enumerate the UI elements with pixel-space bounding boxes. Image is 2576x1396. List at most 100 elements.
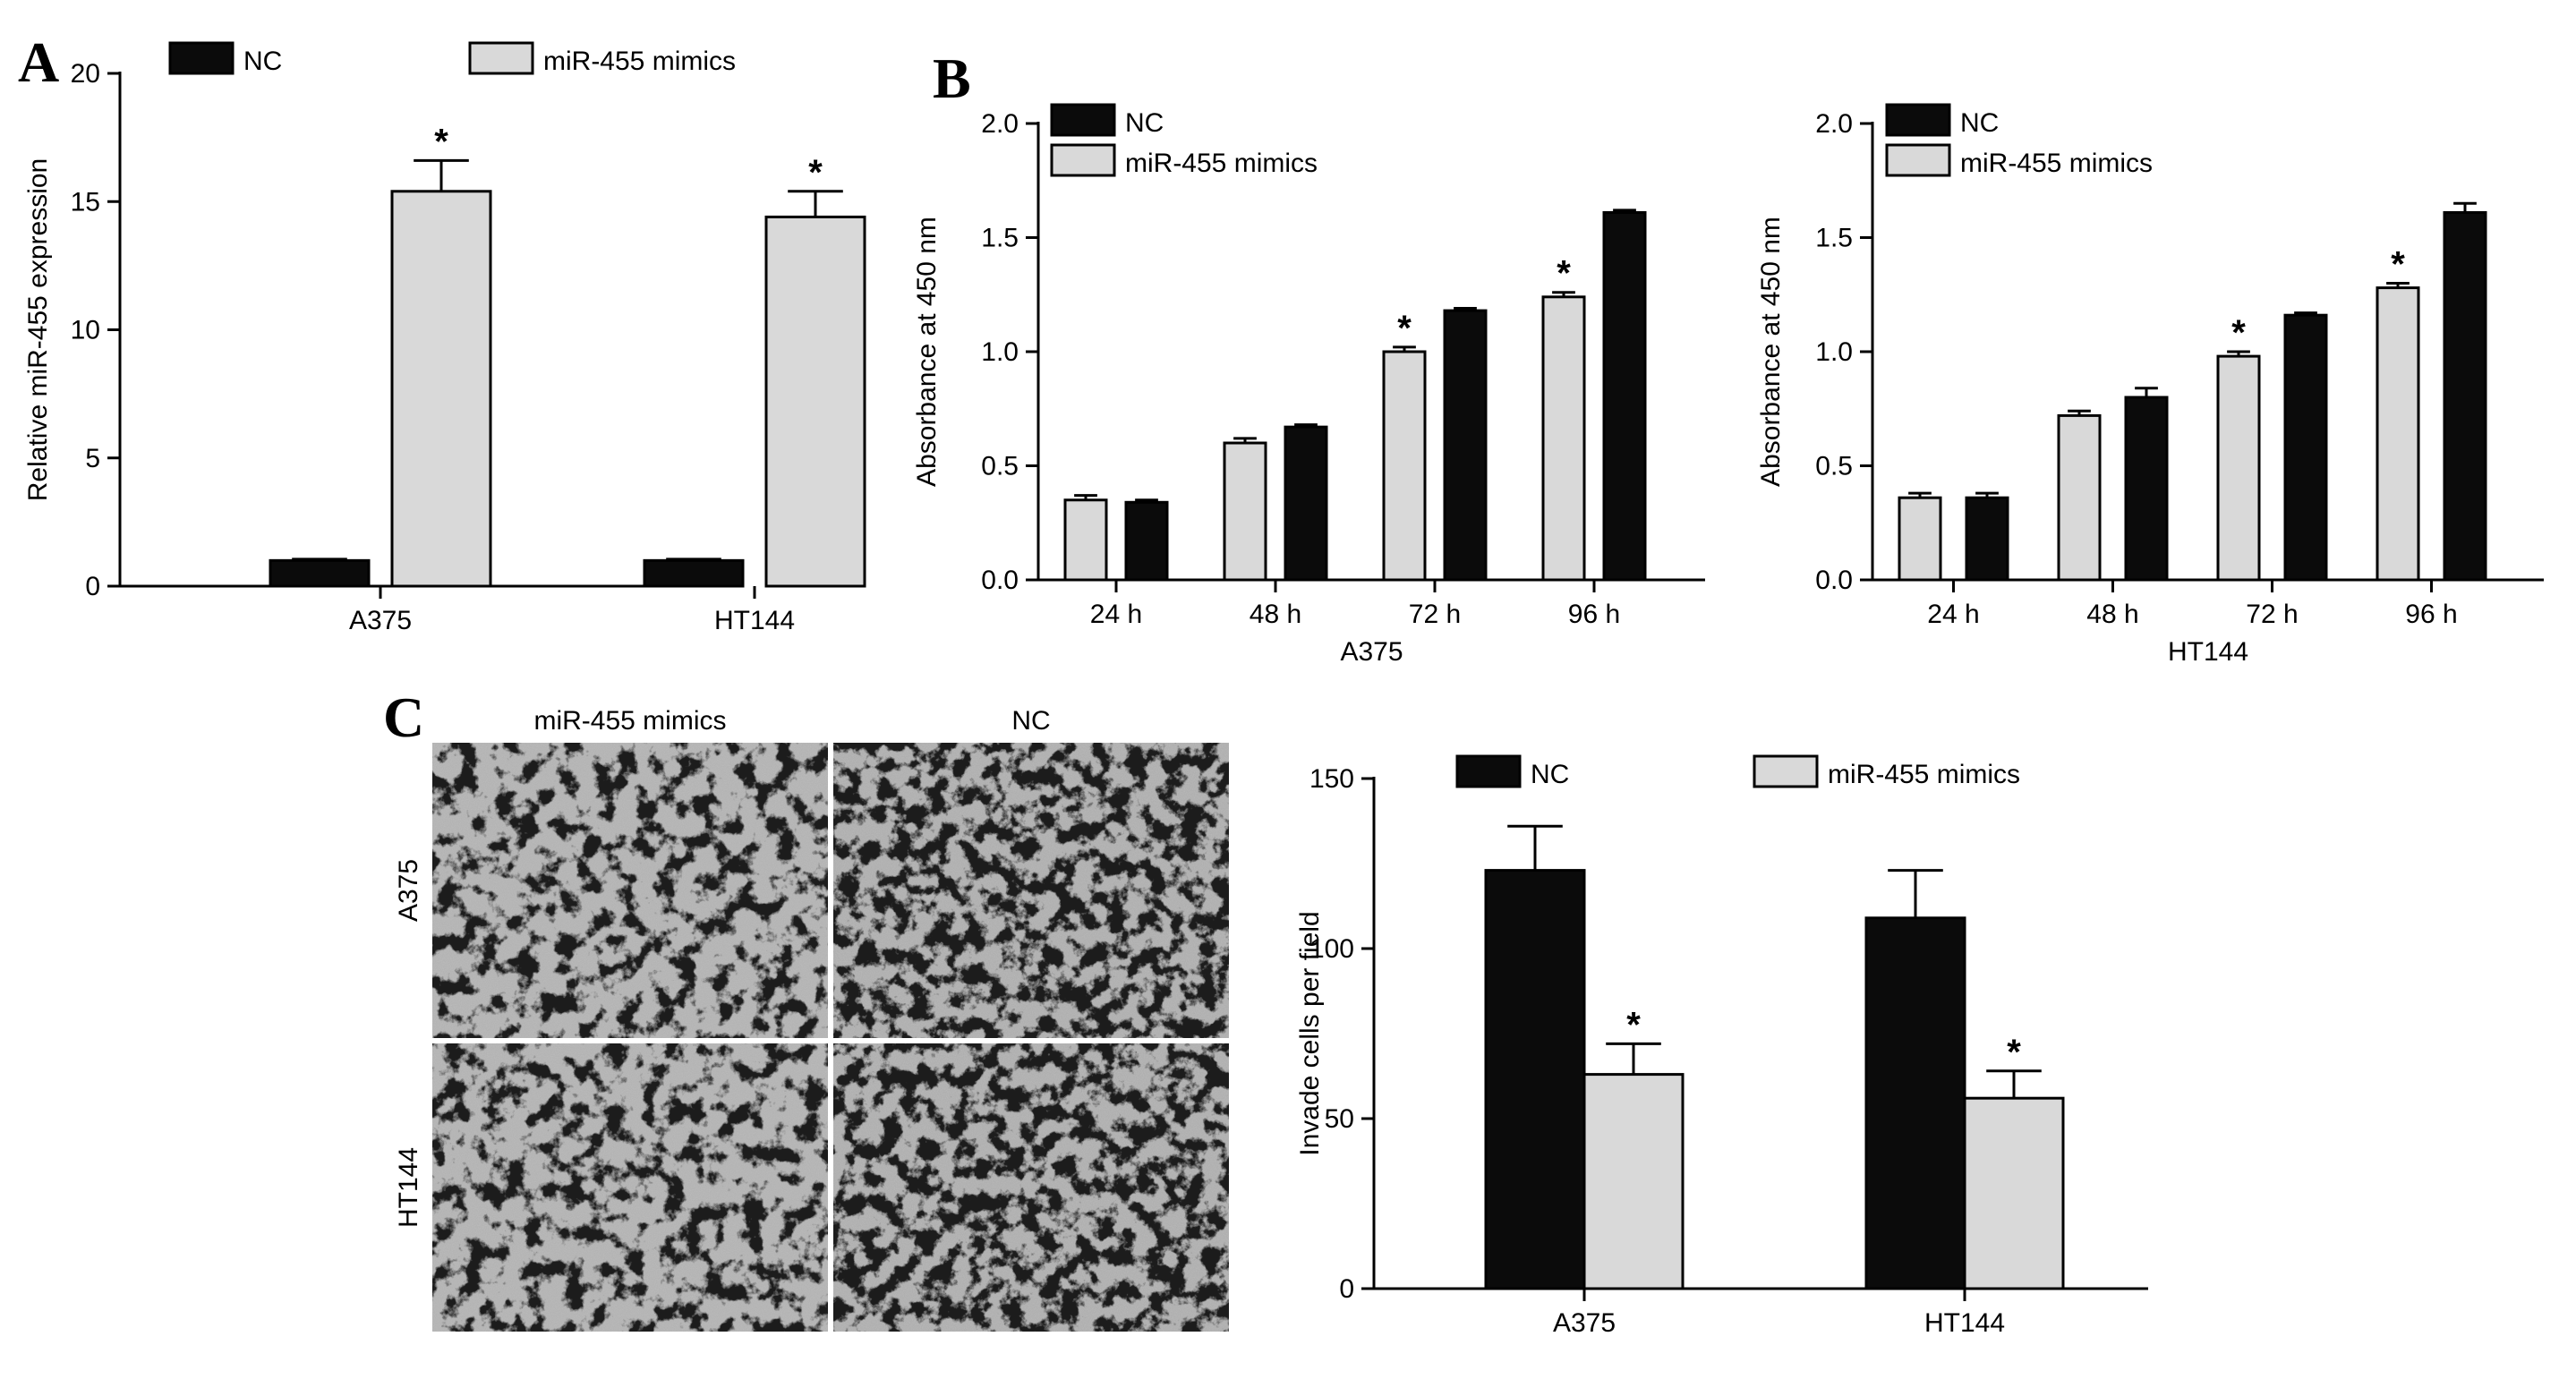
panel-label-c: C [383,685,425,749]
b-right-bar-mir-455-mimics-48-h [2057,413,2102,582]
b-left-legend-swatch-nc [1050,103,1116,137]
c-chart-x-tick-label-ht144: HT144 [1924,1308,2005,1338]
b-left-x-tick-label-72-h: 72 h [1409,600,1461,629]
b-right-legend-label-nc: NC [1960,108,1999,138]
c-chart-bar-nc-a375 [1484,869,1586,1290]
b-right-x-tick-label-24-h: 24 h [1927,600,1979,629]
a-y-tick-label: 15 [71,187,100,217]
c-chart-legend-label-nc: NC [1531,760,1569,789]
b-right-bar-nc-48-h [2124,396,2169,582]
b-left-legend-label-nc: NC [1125,108,1164,138]
a-x-tick-label-a375: A375 [349,606,412,635]
a-y-tick-label: 10 [71,316,100,345]
b-right-bar-mir-455-mimics-96-h [2376,286,2420,582]
a-bar-mir-455-mimics-a375 [390,190,492,588]
b-right-bar-mir-455-mimics-24-h [1898,496,1942,582]
a-legend-label-nc: NC [243,47,282,76]
micrograph-col-label-nc: NC [1011,706,1050,736]
micrograph-ht144-nc [833,1043,1229,1332]
b-left-y-tick-label: 1.0 [981,337,1019,367]
micrograph-row-label-a375: A375 [394,859,423,922]
b-right-x-tick-label-48-h: 48 h [2086,600,2138,629]
micrograph-a375-mimics [432,743,828,1038]
a-significance-star: * [808,153,823,192]
c-chart-bar-mir-455-mimics-ht144 [1963,1096,2065,1290]
micrograph-row-label-ht144: HT144 [394,1147,423,1228]
c-chart-y-axis-label: Invade cells per field [1295,911,1325,1156]
b-right-x-axis-label: HT144 [2168,637,2248,667]
b-right-significance-star: * [2231,313,2246,353]
micrograph-col-label-mimics: miR-455 mimics [533,706,726,736]
c-chart-y-tick-label: 0 [1339,1274,1354,1304]
c-chart-legend-swatch-nc [1455,754,1522,788]
c-chart-bar-nc-ht144 [1864,916,1966,1290]
c-chart-x-tick-label-a375: A375 [1553,1308,1616,1338]
micrograph-a375-nc [833,743,1229,1038]
b-left-x-tick-label-48-h: 48 h [1250,600,1301,629]
c-chart-y-tick-label: 100 [1309,934,1354,964]
c-chart-significance-star: * [1626,1005,1641,1044]
b-right-y-tick-label: 0.5 [1815,452,1853,481]
c-chart-y-tick-label: 150 [1309,764,1354,794]
a-legend-swatch-mir-455-mimics [468,41,534,75]
c-chart-legend-label-mir-455-mimics: miR-455 mimics [1828,760,2020,789]
b-left-y-tick-label: 0.0 [981,566,1019,595]
b-left-bar-nc-24-h [1124,500,1169,582]
b-right-significance-star: * [2391,245,2405,285]
a-bar-nc-ht144 [643,558,745,588]
b-left-bar-mir-455-mimics-72-h [1382,350,1427,582]
b-left-significance-star: * [1397,309,1412,348]
a-legend-label-mir-455-mimics: miR-455 mimics [543,47,736,76]
b-left-legend-label-mir-455-mimics: miR-455 mimics [1125,149,1318,178]
c-chart-significance-star: * [2007,1033,2021,1072]
b-left-y-tick-label: 0.5 [981,452,1019,481]
b-right-legend-swatch-mir-455-mimics [1885,143,1951,177]
c-chart-legend-swatch-mir-455-mimics [1753,754,1819,788]
b-left-x-tick-label-24-h: 24 h [1090,600,1142,629]
b-left-y-axis-label: Absorbance at 450 nm [912,217,942,487]
panel-label-b: B [933,47,971,110]
b-right-y-tick-label: 1.5 [1815,224,1853,253]
b-left-x-tick-label-96-h: 96 h [1568,600,1620,629]
a-legend-swatch-nc [168,41,235,75]
b-left-legend-swatch-mir-455-mimics [1050,143,1116,177]
b-left-significance-star: * [1557,254,1571,294]
b-left-bar-nc-96-h [1602,210,1647,582]
b-right-y-tick-label: 0.0 [1815,566,1853,595]
b-left-y-tick-label: 2.0 [981,109,1019,139]
b-left-bar-nc-48-h [1284,425,1328,582]
b-right-legend-swatch-nc [1885,103,1951,137]
micrograph-ht144-mimics [432,1043,828,1332]
a-y-axis-label: Relative miR-455 expression [23,158,53,502]
b-right-bar-nc-24-h [1965,496,2009,582]
b-right-bar-mir-455-mimics-72-h [2216,354,2261,582]
b-right-legend-label-mir-455-mimics: miR-455 mimics [1960,149,2153,178]
a-bar-mir-455-mimics-ht144 [764,215,866,588]
b-left-bar-nc-72-h [1443,309,1488,582]
a-significance-star: * [434,122,448,161]
a-y-tick-label: 0 [85,572,100,601]
b-right-bar-nc-72-h [2283,313,2328,582]
panel-label-a: A [18,30,60,94]
b-left-bar-mir-455-mimics-96-h [1541,295,1586,582]
b-left-bar-mir-455-mimics-48-h [1223,441,1267,582]
c-chart-y-tick-label: 50 [1325,1104,1354,1134]
b-left-x-axis-label: A375 [1340,637,1403,667]
b-right-bar-nc-96-h [2443,210,2487,582]
b-right-y-tick-label: 2.0 [1815,109,1853,139]
b-right-y-axis-label: Absorbance at 450 nm [1756,217,1786,487]
b-left-y-tick-label: 1.5 [981,224,1019,253]
b-left-bar-mir-455-mimics-24-h [1063,498,1108,582]
b-right-y-tick-label: 1.0 [1815,337,1853,367]
a-bar-nc-a375 [269,558,371,588]
a-y-tick-label: 5 [85,444,100,473]
c-chart-bar-mir-455-mimics-a375 [1582,1073,1685,1290]
a-x-tick-label-ht144: HT144 [714,606,795,635]
a-y-tick-label: 20 [71,59,100,89]
b-right-x-tick-label-72-h: 72 h [2246,600,2298,629]
